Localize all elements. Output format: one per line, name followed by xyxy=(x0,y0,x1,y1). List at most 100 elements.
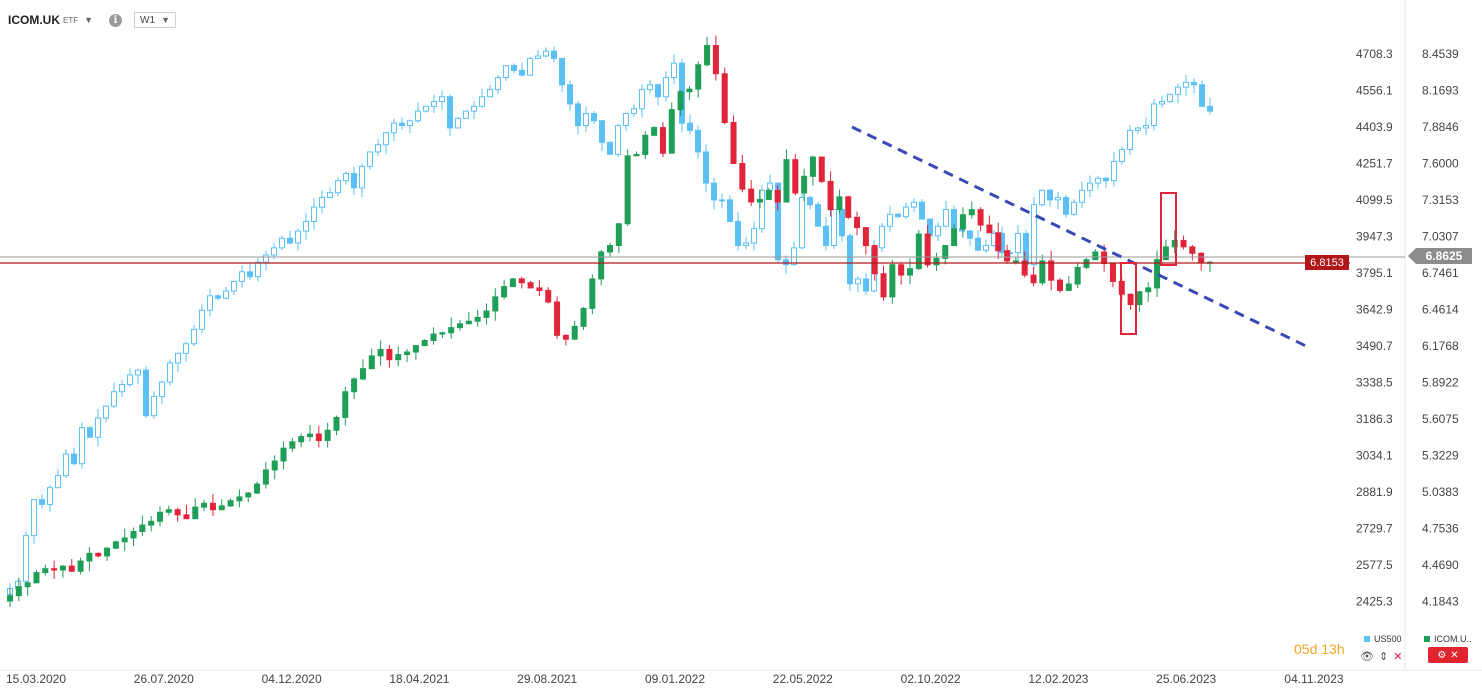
us500-candle xyxy=(335,180,341,194)
icom-candle xyxy=(236,496,243,502)
icom-candle xyxy=(218,505,225,511)
icom-candle xyxy=(1012,260,1019,263)
us500-candle xyxy=(343,173,349,182)
icom-candle xyxy=(359,368,366,380)
us500-candle xyxy=(151,396,157,417)
us500-candle xyxy=(1015,232,1021,254)
x-tick-label: 04.12.2020 xyxy=(262,672,322,686)
icom-candle xyxy=(307,433,313,438)
icom-candle xyxy=(695,64,702,90)
us500-candle xyxy=(519,69,525,76)
info-icon[interactable]: i xyxy=(109,13,123,27)
icom-candle xyxy=(404,351,411,356)
y-right-tick-label: 5.3229 xyxy=(1422,449,1459,463)
icom-candle xyxy=(121,537,128,543)
icom-candle xyxy=(174,509,181,516)
icom-candle xyxy=(571,325,578,340)
us500-candle xyxy=(1135,127,1141,131)
timeframe-value: W1 xyxy=(140,14,156,26)
us500-candle xyxy=(183,343,189,354)
icom-candle xyxy=(412,345,419,353)
us500-candle xyxy=(159,381,165,398)
reorder-icon[interactable]: ⇕ xyxy=(1378,651,1389,663)
icom-candle xyxy=(68,565,75,572)
icom-candle xyxy=(165,509,172,513)
icom-candle xyxy=(589,278,596,309)
icom-candle xyxy=(386,348,393,361)
icom-candle xyxy=(1021,260,1028,276)
icom-candle xyxy=(995,232,1002,252)
us500-candle xyxy=(1191,81,1197,86)
icom-candle xyxy=(474,316,481,322)
us500-candle xyxy=(783,259,789,266)
icom-candle xyxy=(986,224,993,234)
y-right-tick-label: 5.6075 xyxy=(1422,412,1459,426)
icom-candle xyxy=(421,339,428,347)
us500-candle xyxy=(479,96,485,107)
us500-candle xyxy=(975,237,981,251)
us500-candle xyxy=(815,204,821,227)
icom-candle xyxy=(430,333,437,341)
icom-candle xyxy=(730,121,737,164)
us500-candle xyxy=(303,220,309,232)
us500-candle xyxy=(727,199,733,222)
us500-candle xyxy=(623,113,629,127)
us500-candle xyxy=(79,427,85,465)
icom-candle xyxy=(1189,246,1196,254)
icom-candle xyxy=(15,586,22,597)
icom-candle xyxy=(1048,260,1055,281)
y-right-tick-label: 7.6000 xyxy=(1422,157,1459,171)
us500-candle xyxy=(271,247,277,256)
settings-icon: ⚙ xyxy=(1437,649,1447,661)
symbol-dropdown-icon[interactable]: ▼ xyxy=(84,15,94,25)
us500-candle xyxy=(351,173,357,189)
level-label-text: 6.8153 xyxy=(1310,257,1344,269)
us500-candle xyxy=(447,96,453,129)
icom-candle xyxy=(465,320,472,325)
us500-candle xyxy=(943,208,949,227)
us500-candle xyxy=(799,196,805,249)
icom-candle xyxy=(668,109,675,154)
us500-candle xyxy=(263,254,269,263)
icom-candle xyxy=(580,307,587,327)
us500-candle xyxy=(719,199,725,202)
icom-candle xyxy=(959,214,966,230)
icom-candle xyxy=(42,568,49,574)
us500-candle xyxy=(191,328,197,345)
us500-candle xyxy=(439,96,445,103)
us500-candle xyxy=(279,237,285,249)
us500-candle xyxy=(95,417,101,438)
icom-candle xyxy=(686,88,693,93)
icom-candle xyxy=(642,134,649,156)
us500-candle xyxy=(199,309,205,330)
close-icon[interactable]: ✕ xyxy=(1393,651,1403,663)
y-left-tick-label: 4099.5 xyxy=(1356,193,1393,207)
instrument-type: ETF xyxy=(63,15,79,25)
series-settings-button[interactable]: ⚙ ✕ xyxy=(1428,647,1468,663)
us500-candle xyxy=(903,206,909,218)
icom-candle xyxy=(951,228,958,247)
icom-candle xyxy=(254,483,261,494)
icom-candle xyxy=(24,582,31,588)
icom-candle xyxy=(598,251,605,280)
us500-candle xyxy=(87,427,93,438)
symbol-name[interactable]: ICOM.UK xyxy=(8,13,60,27)
us500-candle xyxy=(695,129,701,153)
us500-candle xyxy=(367,151,373,167)
icom-candle xyxy=(677,91,684,111)
eye-icon[interactable]: 👁 xyxy=(1360,651,1374,663)
y-right-tick-label: 6.4614 xyxy=(1422,303,1459,317)
us500-candle xyxy=(631,108,637,115)
us500-candle xyxy=(415,110,421,122)
us500-candle xyxy=(1119,149,1125,163)
legend-us500[interactable]: US500 xyxy=(1364,634,1402,644)
us500-candle xyxy=(495,77,501,91)
icom-candle xyxy=(395,354,402,361)
us500-candle xyxy=(47,487,53,505)
icom-candle xyxy=(351,378,358,393)
icom-candle xyxy=(448,327,455,334)
timeframe-select[interactable]: W1 ▼ xyxy=(134,12,177,28)
legend-icom[interactable]: ICOM.U.. xyxy=(1424,634,1472,644)
us500-candle xyxy=(455,117,461,129)
